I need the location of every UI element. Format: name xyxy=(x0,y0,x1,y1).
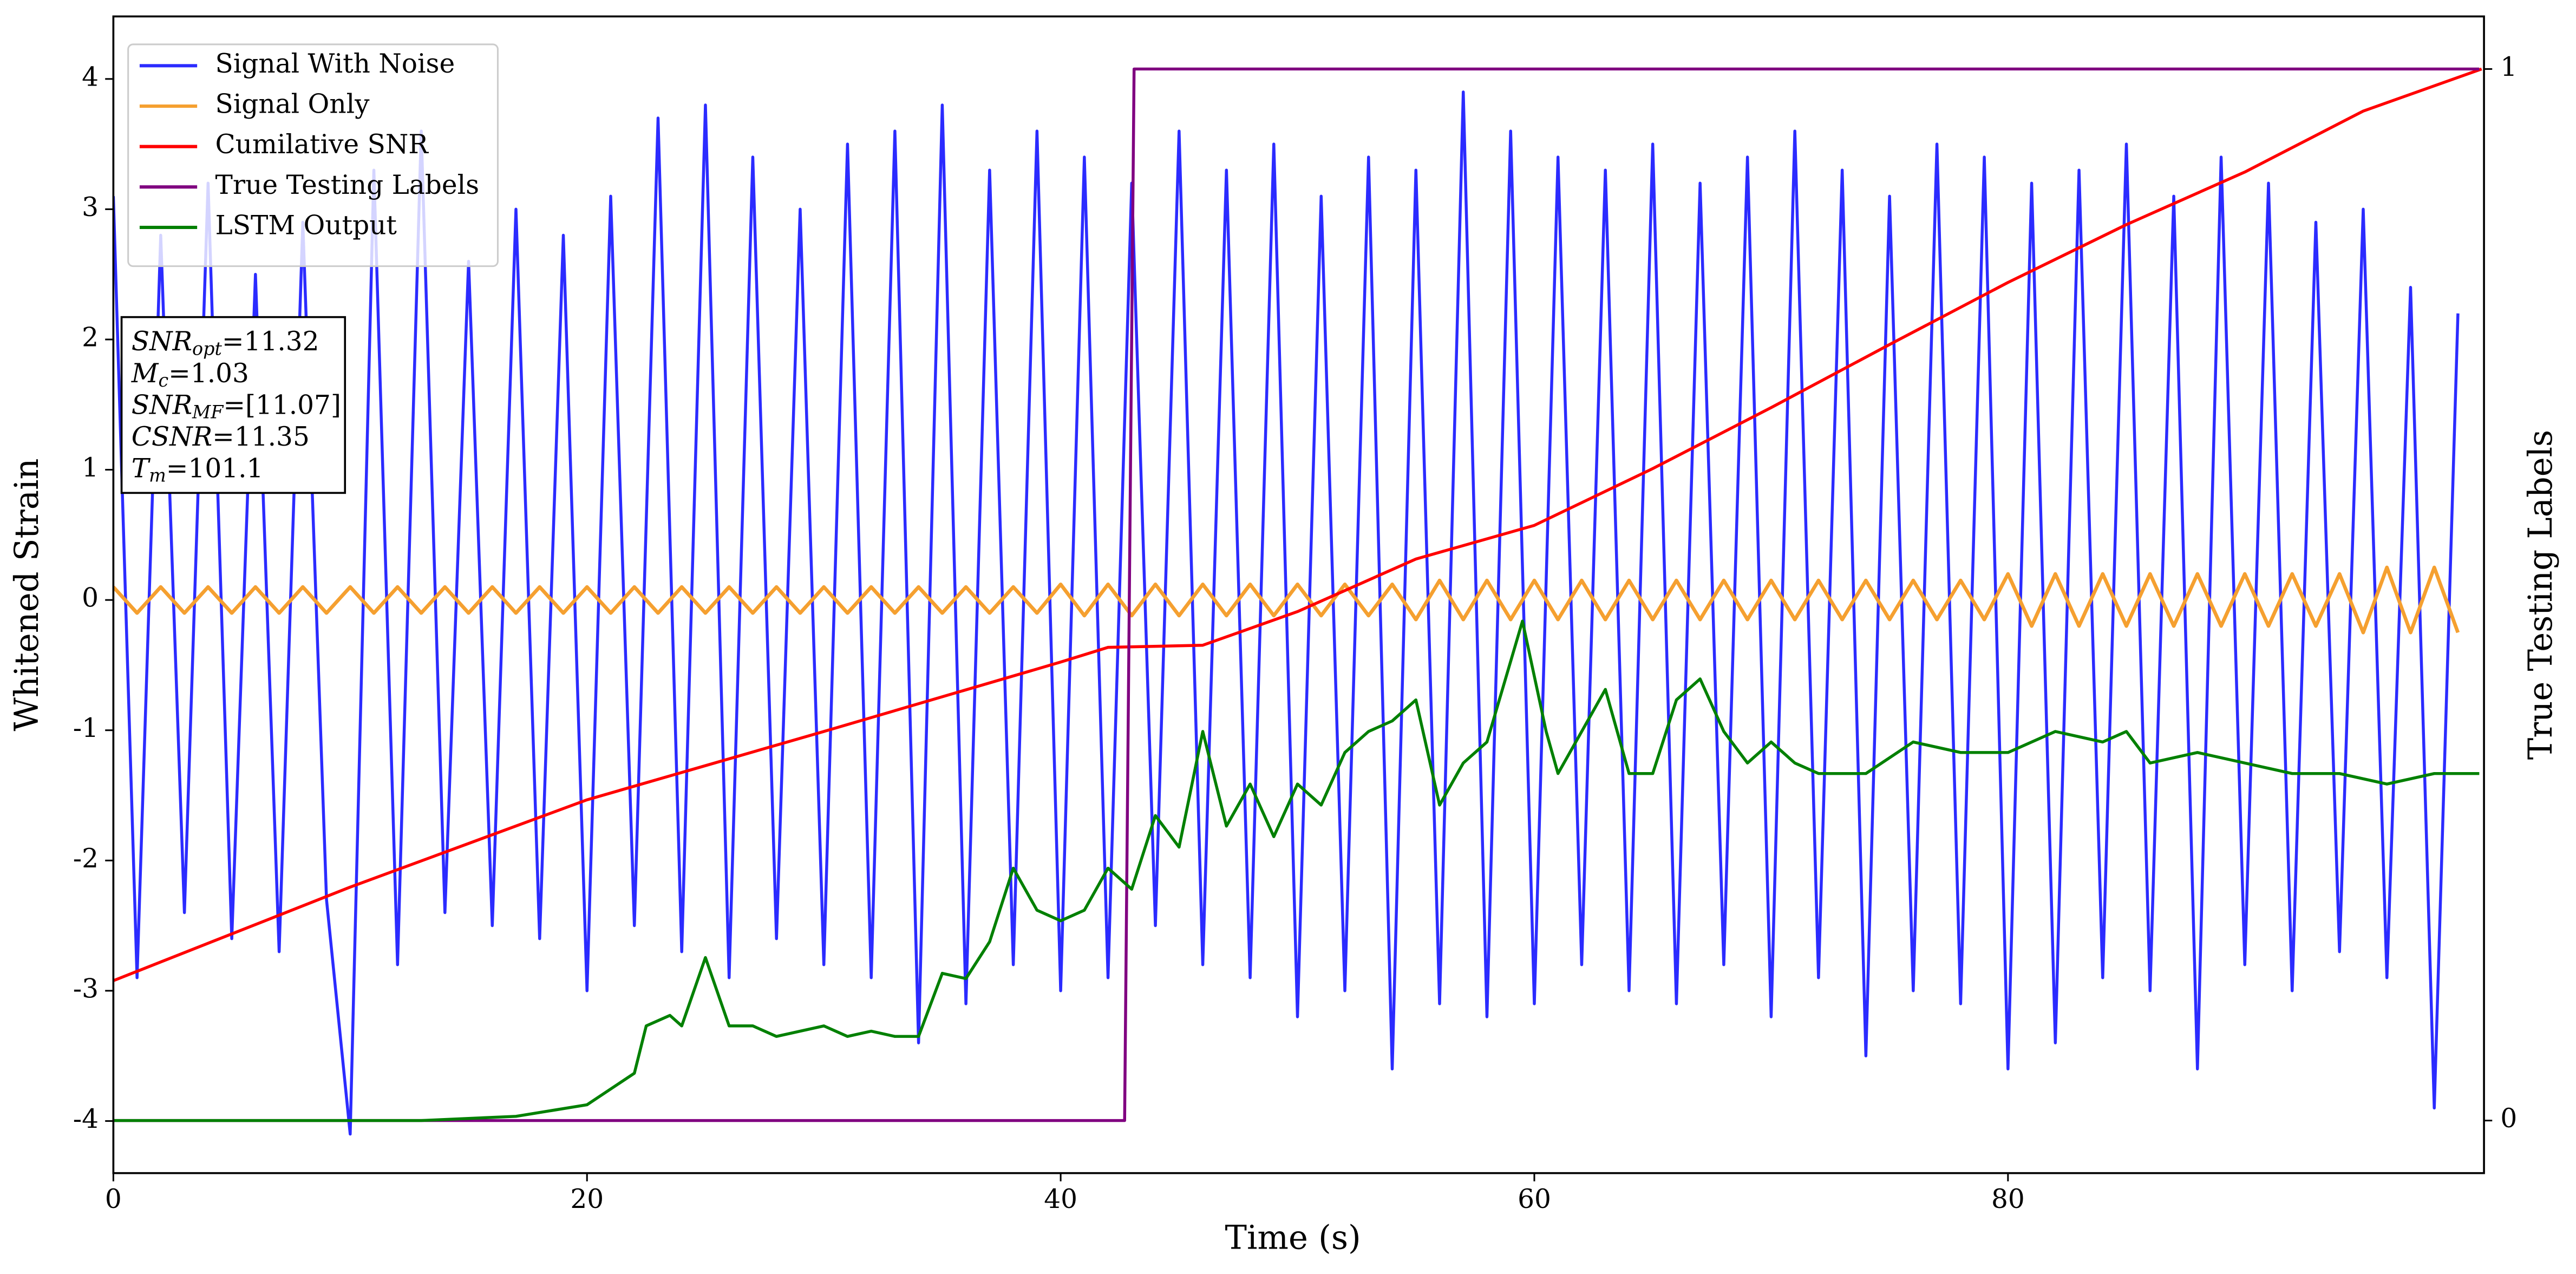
annotation: SNRMF=[11.07] xyxy=(132,390,341,423)
y2-axis-label: True Testing Labels xyxy=(2522,430,2560,760)
annotation: CSNR=11.35 xyxy=(132,421,310,452)
y2-tick-label: 1 xyxy=(2500,52,2517,82)
annotation-text: =[11.07] xyxy=(223,390,341,420)
legend-label: True Testing Labels xyxy=(215,170,480,200)
series-line xyxy=(113,90,2460,1136)
y2-tick-label: 0 xyxy=(2500,1103,2517,1134)
y-tick-label: -4 xyxy=(73,1104,99,1134)
x-axis-label: Time (s) xyxy=(1225,1219,1361,1257)
y-tick-label: 1 xyxy=(82,453,99,483)
annotation-text: =11.32 xyxy=(222,326,319,357)
annotation-label: CSNR xyxy=(132,421,212,452)
annotation-label: SNR xyxy=(132,390,192,420)
x-tick-label: 20 xyxy=(570,1184,604,1214)
annotation-sub: opt xyxy=(192,338,222,359)
series-line xyxy=(113,67,2482,982)
x-tick-label: 40 xyxy=(1044,1184,1077,1214)
y-tick-label: 4 xyxy=(82,62,99,92)
annotation-text: =1.03 xyxy=(168,358,249,388)
annotation-label: SNR xyxy=(132,326,192,357)
annotation-box xyxy=(120,316,346,494)
annotation-sub: m xyxy=(149,465,166,486)
legend-label: LSTM Output xyxy=(215,210,397,240)
y-axis-label: Whitened Strain xyxy=(8,459,46,731)
y-tick-label: -2 xyxy=(73,844,99,874)
plot-frame xyxy=(112,15,2485,1174)
legend-label: Signal With Noise xyxy=(215,49,455,79)
y-tick-label: -1 xyxy=(73,713,99,743)
legend-label: Signal Only xyxy=(215,89,370,120)
x-tick-label: 60 xyxy=(1518,1184,1551,1214)
annotation-sub: c xyxy=(158,370,168,391)
annotation-text: =101.1 xyxy=(166,453,264,484)
series-line xyxy=(113,67,2480,1122)
y-tick-label: -3 xyxy=(73,974,99,1004)
series-line xyxy=(113,565,2460,635)
series-line xyxy=(113,619,2480,1122)
x-tick-label: 80 xyxy=(1991,1184,2025,1214)
annotation-text: =11.35 xyxy=(212,421,310,452)
legend-box xyxy=(127,43,499,267)
x-tick-label: 0 xyxy=(105,1184,122,1214)
annotation: Mc=1.03 xyxy=(131,358,249,391)
y-tick-label: 3 xyxy=(82,192,99,223)
y-tick-label: 0 xyxy=(82,583,99,613)
y-tick-label: 2 xyxy=(82,322,99,352)
annotation-label: T xyxy=(132,453,151,484)
annotation: SNRopt=11.32 xyxy=(132,326,319,360)
annotation: Tm=101.1 xyxy=(132,453,264,486)
annotation-label: M xyxy=(131,358,159,388)
annotation-sub: MF xyxy=(192,401,224,422)
legend-label: Cumilative SNR xyxy=(215,129,429,160)
